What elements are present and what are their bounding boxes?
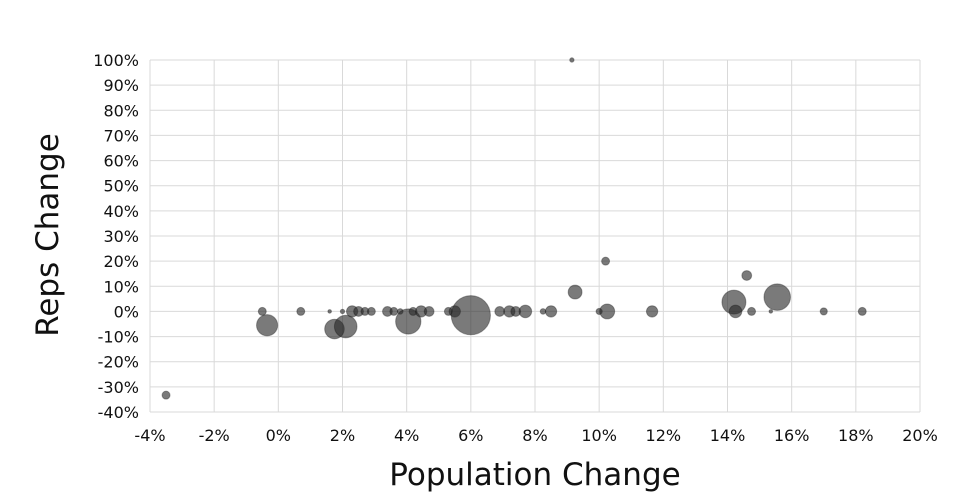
x-tick-label: 8% xyxy=(522,426,547,445)
y-tick-label: -30% xyxy=(98,378,139,397)
y-tick-label: 50% xyxy=(103,177,139,196)
y-tick-label: -20% xyxy=(98,353,139,372)
data-bubble-32 xyxy=(599,303,616,320)
y-tick-label: -10% xyxy=(98,328,139,347)
x-tick-label: 0% xyxy=(266,426,291,445)
data-bubble-39 xyxy=(763,283,791,311)
data-bubble-33 xyxy=(645,305,659,318)
x-tick-label: 20% xyxy=(902,426,938,445)
x-tick-label: -4% xyxy=(134,426,165,445)
data-bubble-37 xyxy=(747,306,757,316)
y-tick-label: 30% xyxy=(103,227,139,246)
data-bubble-31 xyxy=(601,256,611,266)
y-tick-label: 70% xyxy=(103,126,139,145)
x-tick-label: 4% xyxy=(394,426,419,445)
data-bubble-18 xyxy=(423,306,435,317)
data-bubble-27 xyxy=(544,305,558,318)
data-bubble-36 xyxy=(741,270,753,281)
y-axis-title: Reps Change xyxy=(30,133,66,337)
x-tick-label: -2% xyxy=(199,426,230,445)
y-tick-label: 20% xyxy=(103,252,139,271)
y-tick-label: 40% xyxy=(103,202,139,221)
y-tick-labels: 100% 90% 80% 70% 60% 50% 40% 30% 20% 10% 0% -10% -20… xyxy=(93,51,139,422)
x-tick-label: 10% xyxy=(581,426,617,445)
y-tick-label: 100% xyxy=(93,51,139,70)
x-tick-label: 6% xyxy=(458,426,483,445)
data-bubble-1 xyxy=(257,306,267,316)
x-tick-label: 14% xyxy=(710,426,746,445)
data-bubble-40 xyxy=(819,307,828,316)
data-bubble-7 xyxy=(333,314,358,339)
data-bubble-3 xyxy=(296,306,306,316)
data-bubble-21 xyxy=(450,295,491,336)
x-tick-label: 12% xyxy=(646,426,682,445)
data-bubble-41 xyxy=(857,306,867,316)
x-tick-labels: -4% -2% 0% 2% 4% 6% 8% 10% 12% 14% 16% 18% 20% xyxy=(134,426,937,445)
y-tick-label: 80% xyxy=(103,101,139,120)
data-bubble-6 xyxy=(339,308,346,315)
data-bubble-2 xyxy=(256,314,279,337)
data-bubble-11 xyxy=(366,306,376,316)
data-bubble-25 xyxy=(518,304,533,319)
data-bubble-0 xyxy=(161,390,171,400)
x-axis-title: Population Change xyxy=(389,457,680,493)
y-tick-label: 90% xyxy=(103,76,139,95)
data-bubble-29 xyxy=(567,284,583,300)
data-bubble-38 xyxy=(768,309,774,314)
y-tick-label: 10% xyxy=(103,277,139,296)
y-tick-label: 60% xyxy=(103,152,139,171)
data-bubble-4 xyxy=(327,309,332,314)
y-tick-label: -40% xyxy=(98,403,139,422)
x-tick-label: 2% xyxy=(330,426,355,445)
bubbles xyxy=(161,57,867,400)
data-bubble-22 xyxy=(494,306,506,317)
x-tick-label: 18% xyxy=(838,426,874,445)
data-bubble-28 xyxy=(569,57,575,63)
data-bubble-15 xyxy=(395,308,422,335)
data-bubble-35 xyxy=(728,304,743,319)
data-bubble-13 xyxy=(389,306,399,316)
x-tick-label: 16% xyxy=(774,426,810,445)
grid-lines xyxy=(149,59,921,413)
y-tick-label: 0% xyxy=(114,302,139,321)
